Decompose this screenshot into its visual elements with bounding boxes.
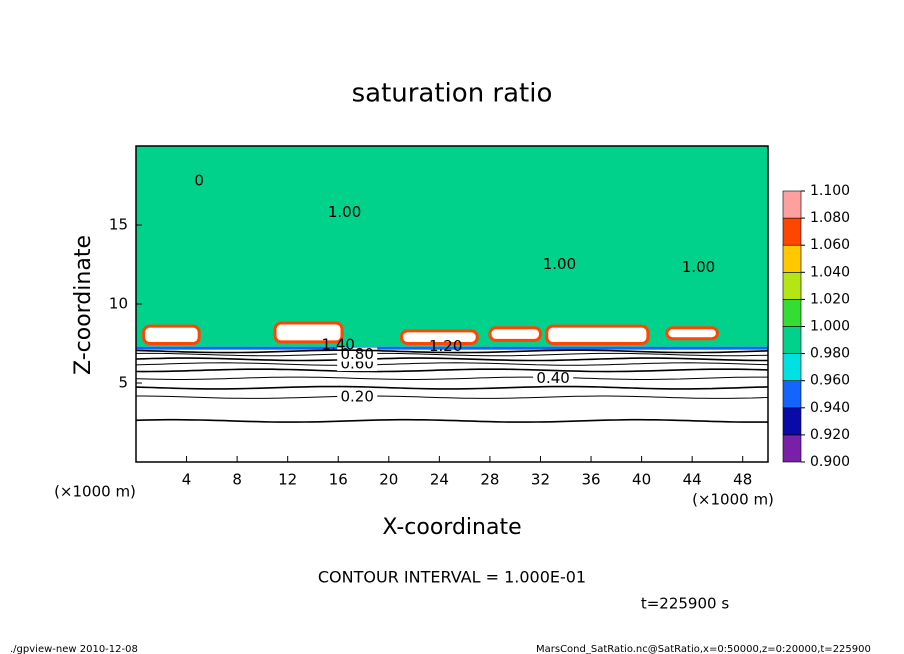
supersaturated-patch (399, 329, 479, 345)
colorbar-band (782, 190, 802, 219)
colorbar-label: 1.040 (810, 264, 850, 280)
saturated-region (136, 146, 768, 347)
colorbar-label: 1.100 (810, 183, 850, 199)
chart-title: saturation ratio (352, 79, 553, 109)
colorbar-band (782, 326, 802, 354)
colorbar-label: 1.020 (810, 291, 850, 307)
supersaturated-patch (273, 321, 344, 344)
x-tick-label: 28 (480, 471, 499, 489)
colorbar-band (782, 353, 802, 382)
contour-label: 1.00 (682, 258, 715, 276)
contour-line (135, 357, 768, 362)
colorbar-band (782, 217, 802, 246)
colorbar-band (782, 299, 802, 327)
x-tick-label: 48 (733, 471, 752, 489)
colorbar-label: 1.060 (810, 237, 850, 253)
x-tick-label: 24 (430, 471, 449, 489)
contour-line (135, 349, 769, 354)
supersaturated-patch (488, 326, 542, 342)
footer-left: ./gpview-new 2010-12-08 (10, 644, 138, 654)
colorbar-label: 0.980 (810, 346, 850, 362)
x-tick-label: 40 (632, 471, 651, 489)
contour-line (135, 385, 769, 390)
y-tick-label: 15 (109, 216, 128, 234)
time-label: t=225900 s (641, 595, 729, 613)
colorbar-band (782, 407, 802, 436)
colorbar-label: 1.000 (810, 319, 850, 335)
contour-label-bg (533, 371, 574, 386)
contour-interval: CONTOUR INTERVAL = 1.000E-01 (318, 568, 586, 587)
colorbar-label: 0.920 (810, 427, 850, 443)
x-tick-label: 8 (232, 471, 242, 489)
colorbar-band (782, 271, 802, 300)
x-tick-label: 20 (379, 471, 398, 489)
contour-line (136, 352, 769, 357)
y-tick-label: 5 (118, 374, 128, 392)
contour-label: 1.00 (543, 255, 576, 273)
contour-label: 1.40 (322, 336, 355, 354)
contour-label: 1.00 (328, 203, 361, 221)
colorbar-label: 0.960 (810, 373, 850, 389)
contour-line (135, 418, 768, 423)
y-tick-label: 10 (109, 295, 128, 313)
x-tick-label: 32 (531, 471, 550, 489)
y-axis-label: Z-coordinate (71, 235, 96, 375)
contour-line (135, 368, 769, 373)
cloud-base-edge (136, 346, 768, 350)
footer-right: MarsCond_SatRatio.nc@SatRatio,x=0:50000,… (536, 644, 871, 654)
x-tick-label: 36 (581, 471, 600, 489)
colorbar-band (782, 434, 802, 463)
contour-line (136, 395, 769, 399)
contour-line (135, 376, 768, 380)
x-tick-label: 16 (329, 471, 348, 489)
contour-label: 0.40 (536, 369, 569, 387)
x-unit: (×1000 m) (692, 491, 774, 509)
colorbar-label: 0.940 (810, 400, 850, 416)
x-tick-label: 4 (182, 471, 192, 489)
y-unit: (×1000 m) (54, 483, 136, 501)
supersaturated-patch (545, 324, 650, 345)
x-axis-label: X-coordinate (382, 515, 521, 540)
contour-label: 0 (194, 171, 204, 189)
contour-line (135, 362, 769, 366)
contour-label: 1.20 (429, 337, 462, 355)
contour-label: 0.20 (340, 388, 373, 406)
colorbar-band (782, 244, 802, 273)
x-tick-label: 12 (278, 471, 297, 489)
x-tick-label: 44 (683, 471, 702, 489)
colorbar-band (782, 380, 802, 409)
colorbar-label: 0.900 (810, 454, 850, 470)
supersaturated-patch (142, 324, 201, 345)
supersaturated-patch (665, 326, 719, 341)
colorbar-label: 1.080 (810, 210, 850, 226)
contour-label-bg (337, 390, 378, 405)
